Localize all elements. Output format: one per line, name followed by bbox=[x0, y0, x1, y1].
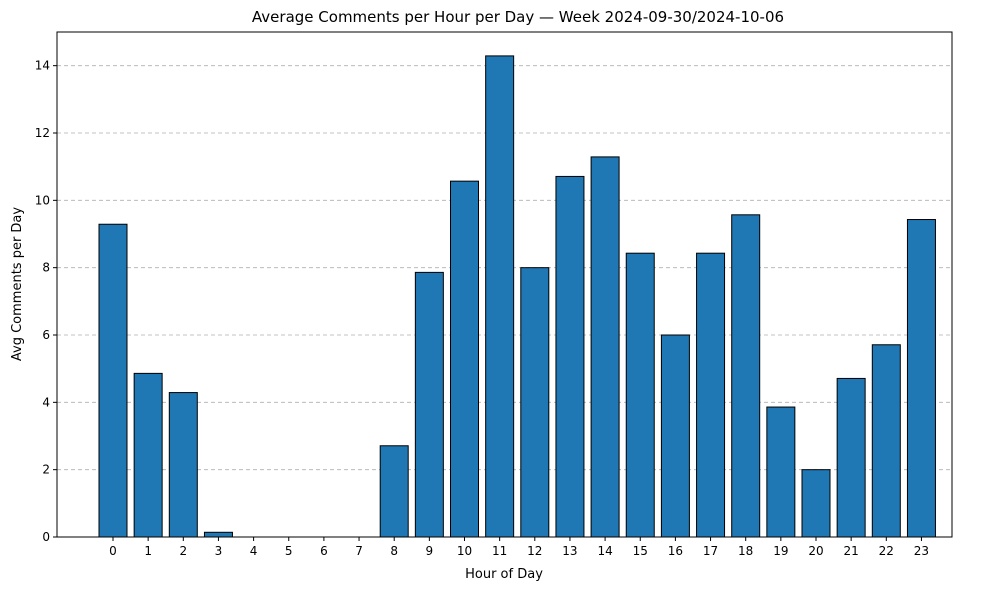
bar-18 bbox=[731, 214, 761, 538]
bar-16 bbox=[660, 334, 690, 538]
x-tick-label-11: 11 bbox=[492, 544, 507, 558]
x-tick-label-23: 23 bbox=[914, 544, 929, 558]
x-tick-label-15: 15 bbox=[633, 544, 648, 558]
y-ticks: 0 2 4 6 8 10 12 14 bbox=[35, 59, 57, 544]
x-tick-label-17: 17 bbox=[703, 544, 718, 558]
x-tick-label-8: 8 bbox=[390, 544, 398, 558]
bar-11 bbox=[485, 55, 515, 538]
x-tick-label-18: 18 bbox=[738, 544, 753, 558]
y-tick-label-4: 8 bbox=[42, 261, 50, 275]
x-tick-label-10: 10 bbox=[457, 544, 472, 558]
bar-20 bbox=[801, 469, 831, 538]
bar-2 bbox=[168, 392, 198, 538]
x-tick-label-5: 5 bbox=[285, 544, 293, 558]
y-tick-label-7: 14 bbox=[35, 59, 50, 73]
bar-9 bbox=[414, 271, 444, 538]
x-tick-label-4: 4 bbox=[250, 544, 258, 558]
x-tick-label-13: 13 bbox=[562, 544, 577, 558]
x-axis-label: Hour of Day bbox=[465, 567, 543, 582]
x-tick-label-2: 2 bbox=[179, 544, 187, 558]
bar-13 bbox=[555, 175, 585, 538]
y-tick-label-1: 2 bbox=[42, 463, 50, 477]
bar-22 bbox=[871, 344, 901, 538]
bar-8 bbox=[379, 445, 409, 538]
x-tick-label-12: 12 bbox=[527, 544, 542, 558]
x-tick-label-0: 0 bbox=[109, 544, 117, 558]
bar-23 bbox=[906, 219, 936, 538]
x-tick-label-3: 3 bbox=[215, 544, 223, 558]
bar-0 bbox=[98, 223, 128, 538]
y-tick-label-2: 4 bbox=[42, 395, 50, 409]
bar-15 bbox=[625, 252, 655, 538]
y-axis-label: Avg Comments per Day bbox=[10, 207, 25, 362]
x-tick-label-16: 16 bbox=[668, 544, 683, 558]
x-tick-label-1: 1 bbox=[144, 544, 152, 558]
x-tick-label-9: 9 bbox=[426, 544, 434, 558]
bar-1 bbox=[133, 372, 163, 538]
x-tick-label-20: 20 bbox=[808, 544, 823, 558]
bar-3 bbox=[203, 531, 233, 538]
chart-title: Average Comments per Hour per Day — Week… bbox=[252, 8, 784, 26]
x-tick-label-22: 22 bbox=[879, 544, 894, 558]
bar-10 bbox=[450, 180, 479, 538]
x-tick-label-19: 19 bbox=[773, 544, 788, 558]
bar-21 bbox=[836, 377, 866, 538]
x-tick-label-21: 21 bbox=[844, 544, 859, 558]
x-tick-label-14: 14 bbox=[597, 544, 612, 558]
bar-19 bbox=[766, 406, 796, 538]
bar-12 bbox=[520, 267, 550, 538]
bars bbox=[98, 55, 936, 538]
bar-17 bbox=[696, 252, 726, 538]
plot-frame bbox=[56, 31, 953, 538]
x-ticks: 0 1 2 3 4 5 6 7 8 9 10 11 12 13 14 15 16 17 18 19 20 21 22 23 bbox=[109, 537, 929, 558]
bar-14 bbox=[590, 156, 620, 538]
x-tick-label-6: 6 bbox=[320, 544, 328, 558]
y-tick-label-6: 12 bbox=[35, 126, 50, 140]
y-tick-label-0: 0 bbox=[42, 530, 50, 544]
y-tick-label-3: 6 bbox=[42, 328, 50, 342]
grid-lines bbox=[57, 65, 952, 471]
x-tick-label-7: 7 bbox=[355, 544, 363, 558]
y-tick-label-5: 10 bbox=[35, 193, 50, 207]
